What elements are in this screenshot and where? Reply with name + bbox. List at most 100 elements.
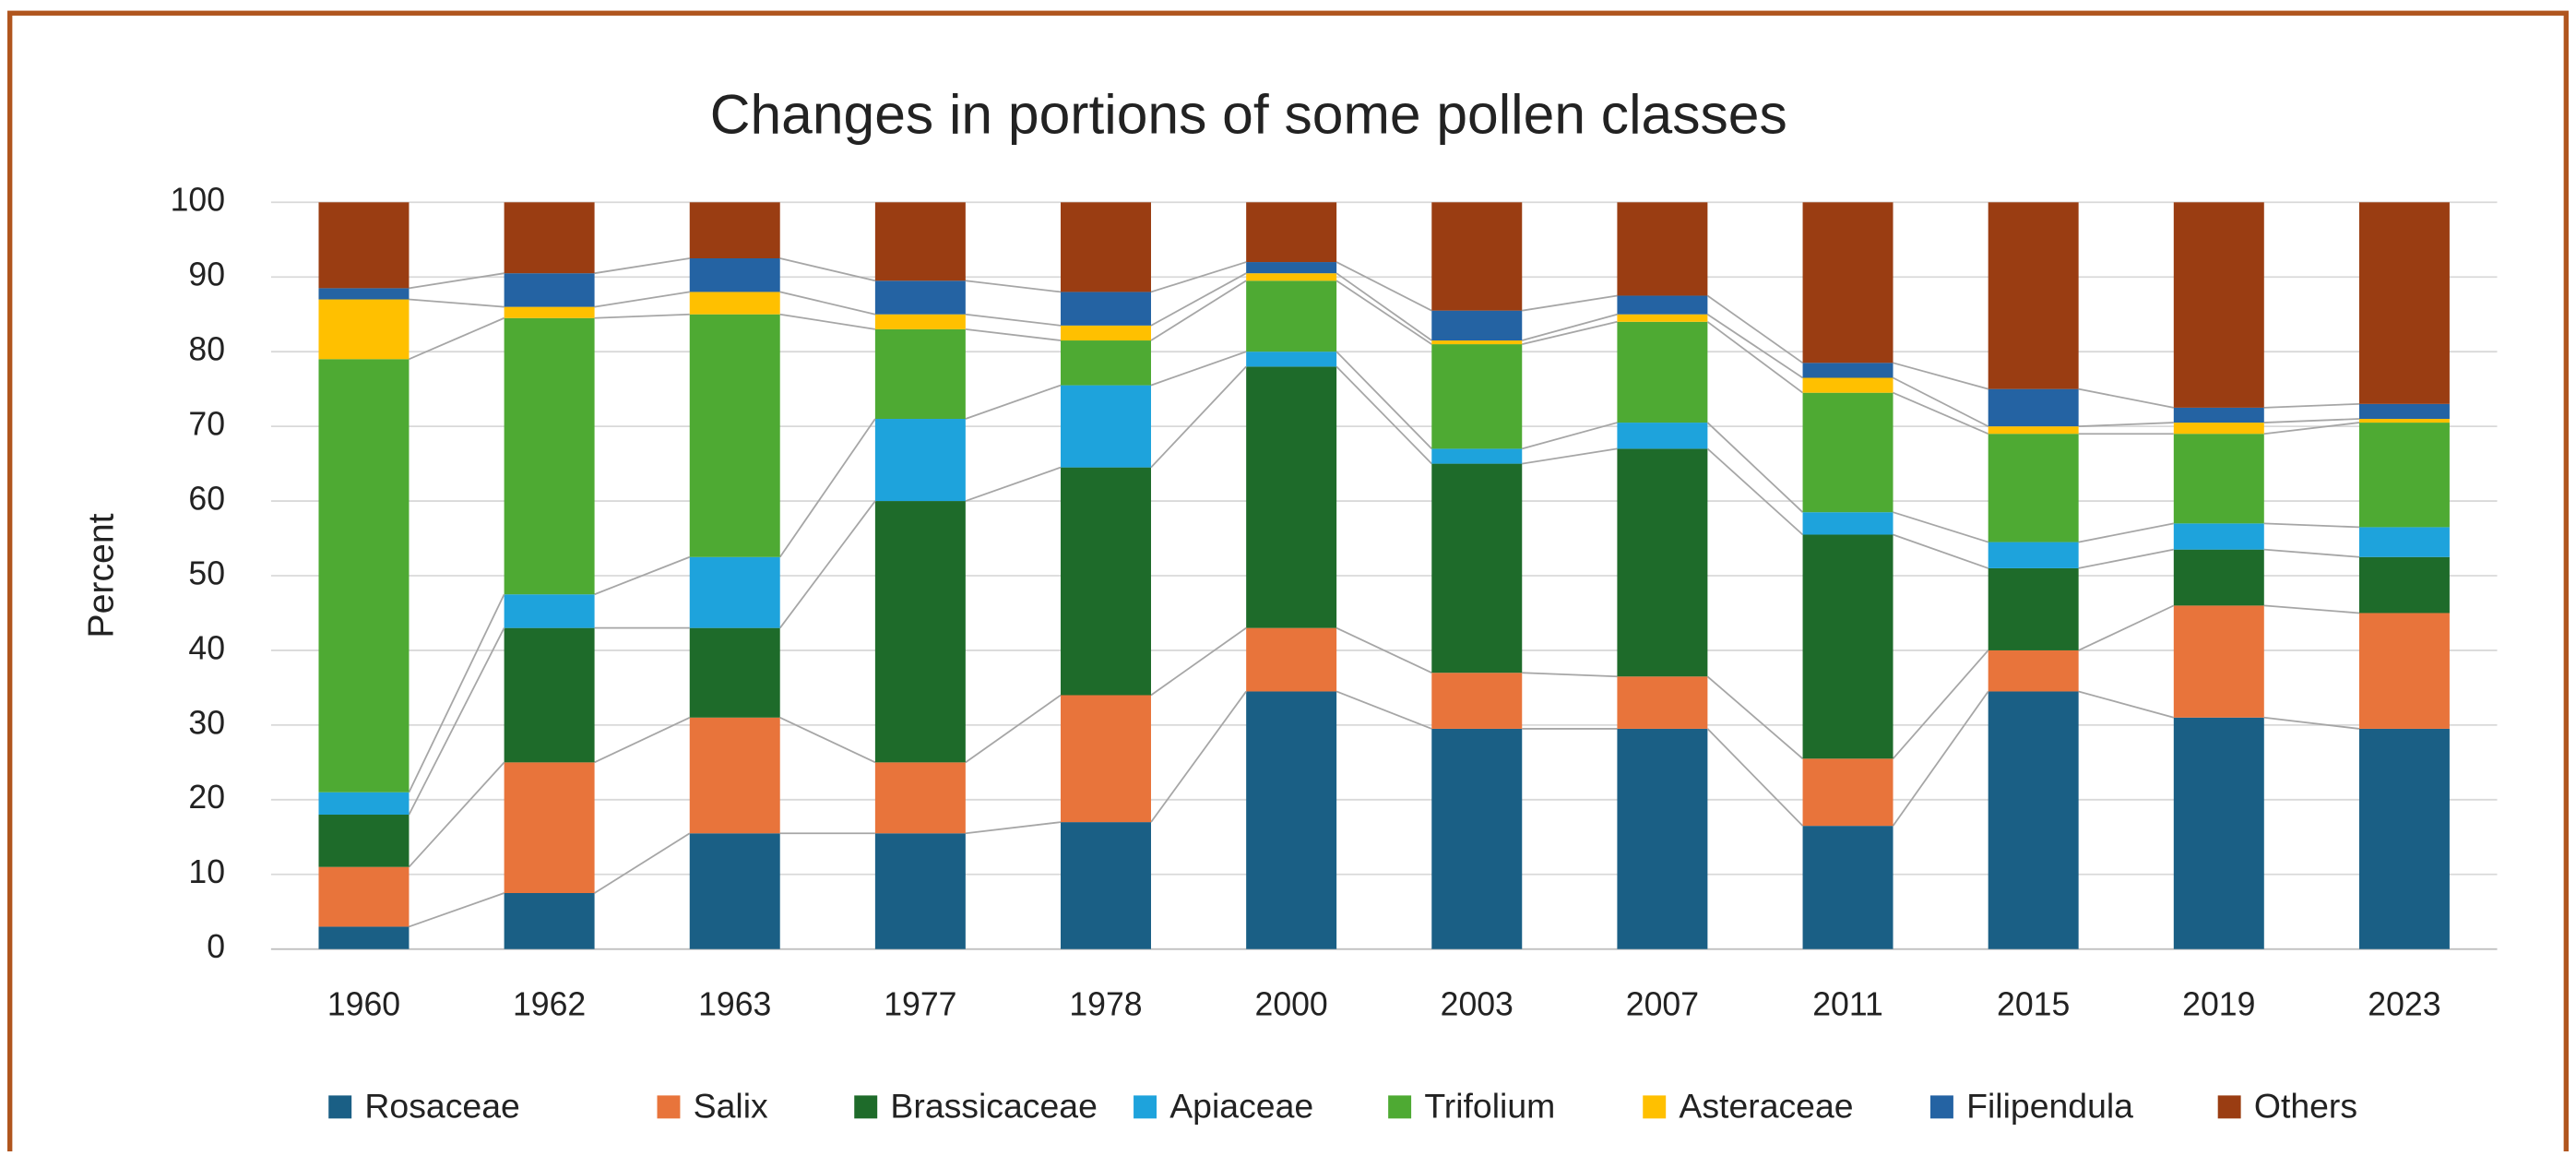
series-line [2263,418,2359,423]
series-line [1335,626,1432,674]
series-line [409,892,505,928]
series-line [1522,422,1618,450]
y-tick-label: 40 [188,629,225,666]
bar-segment [689,556,780,628]
series-line [2263,604,2360,614]
series-line [779,313,876,330]
series-line [594,291,690,308]
bar-segment [1061,822,1151,949]
bar-segment [689,292,780,315]
bar-segment [504,273,595,307]
series-line [779,257,876,282]
y-tick-label: 60 [188,480,225,517]
bar-segment [2358,556,2450,614]
bar-segment [1061,340,1151,386]
bar-segment [318,359,410,793]
bar-segment [1802,377,1893,393]
bar-segment [1988,567,2079,650]
series-line [965,313,1062,327]
bar-segment [874,202,966,281]
bar-segment [1246,366,1337,628]
series-line [2263,548,2360,558]
series-line [1522,447,1618,465]
x-tick-label: 1977 [884,986,956,1023]
series-line [1706,321,1804,394]
bar-segment [874,280,966,315]
bar-segment [1431,728,1523,949]
series-line [965,280,1062,293]
series-line [1335,261,1432,312]
bar-segment [1246,352,1337,367]
series-line [2263,716,2360,730]
bar-segment [2358,728,2450,949]
series-line [1893,391,1989,435]
y-tick-label: 20 [188,779,225,816]
bar-segment [1802,826,1893,949]
bar-segment [504,594,595,628]
legend-label: Others [2254,1087,2357,1126]
series-line [409,298,505,308]
series-line [1892,690,1989,827]
bar-segment [1431,202,1523,311]
legend-label: Brassicaceae [890,1087,1097,1126]
bar-segment [1617,728,1708,949]
bar-segment [1431,344,1523,449]
x-tick-label: 2000 [1255,986,1328,1023]
series-line [2078,387,2174,409]
series-line [409,272,505,290]
bar-segment [1617,202,1708,296]
bar-segment [1061,385,1151,468]
x-tick-label: 1978 [1069,986,1142,1023]
bar-segment [2173,605,2264,718]
series-line [2078,522,2174,543]
bar-segment [504,762,595,894]
bar-segment [1617,314,1708,322]
legend-label: Filipendula [1966,1087,2133,1126]
series-line [1335,690,1432,730]
bar-segment [874,762,966,834]
legend-swatch [1134,1095,1157,1119]
series-line [1150,690,1247,823]
series-line [1335,280,1432,345]
bar-segment [689,627,780,718]
bar-segment [318,815,410,867]
series-line [1522,320,1618,345]
bar-segment [1246,262,1337,274]
bar-segment [1617,676,1708,729]
bar-segment [874,501,966,763]
series-line [1150,365,1247,469]
bar-segment [1246,691,1337,949]
x-tick-label: 2007 [1626,986,1699,1023]
bar-segment [1802,512,1893,535]
series-line [594,716,691,764]
bar-segment [318,202,410,289]
bar-segment [1617,321,1708,423]
series-line [1893,362,1988,390]
bar-segment [2173,202,2264,408]
bar-segment [504,893,595,949]
series-line [1706,313,1804,379]
bar-segment [1061,467,1151,696]
bar-segment [1061,325,1151,341]
bar-segment [1246,273,1337,281]
series-line [1893,533,1988,569]
series-line [2263,422,2360,435]
bar-segment [1431,448,1523,464]
bar-segment [1988,542,2079,568]
bar-segment [1988,388,2079,427]
series-line [1893,511,1988,543]
series-line [1522,313,1618,341]
series-line [594,313,690,319]
bar-segment [1802,392,1893,513]
bar-segment [874,419,966,502]
legend-swatch [328,1095,352,1119]
bar-segment [2358,202,2450,404]
bar-segment [1431,673,1523,729]
bar-segment [874,328,966,420]
series-line [1706,294,1804,364]
series-line [2078,690,2175,719]
series-line [1706,728,1804,827]
series-line [2263,402,2359,409]
bar-segment [2173,423,2264,435]
